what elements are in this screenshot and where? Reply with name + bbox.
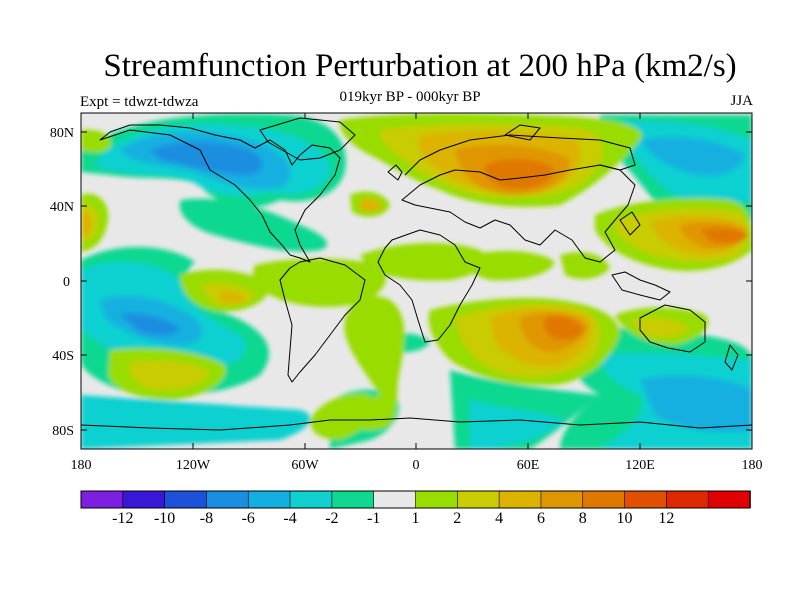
colorbar-label: -1	[367, 510, 380, 527]
lon-label: 60E	[517, 458, 540, 473]
lon-label: 120E	[625, 458, 655, 473]
lat-label: 0	[63, 275, 70, 290]
colorbar-box	[289, 490, 333, 509]
colorbar: -12 -10 -8 -6 -4 -2 -1 1 2 4 6 8 10 12	[80, 490, 751, 527]
colorbar-label: 12	[658, 510, 674, 527]
colorbar-box	[206, 490, 250, 509]
experiment-label: Expt = tdwzt-tdwza	[80, 94, 199, 110]
colorbar-box	[707, 490, 751, 509]
lat-label: 80N	[50, 126, 74, 141]
lat-label: 80S	[52, 424, 74, 439]
colorbar-label: -4	[283, 510, 296, 527]
colorbar-label: 10	[617, 510, 633, 527]
colorbar-frame	[80, 490, 751, 509]
plot-title: Streamfunction Perturbation at 200 hPa (…	[103, 48, 737, 84]
coastlines	[81, 117, 752, 431]
season-label: JJA	[730, 93, 753, 109]
colorbar-box	[331, 490, 375, 509]
lat-axis: 80N 40N 0 40S 80S	[50, 126, 752, 439]
colorbar-box	[373, 490, 417, 509]
colorbar-label: 8	[579, 510, 587, 527]
lon-axis: 180 120W 60W 0 60E 120E 180	[71, 113, 763, 473]
colorbar-box	[80, 490, 124, 509]
colorbar-label: 6	[537, 510, 545, 527]
colorbar-label: -6	[242, 510, 255, 527]
lon-label: 180	[71, 458, 92, 473]
colorbar-box	[122, 490, 166, 509]
lon-label: 60W	[291, 458, 319, 473]
colorbar-box	[498, 490, 542, 509]
lat-label: 40N	[50, 200, 74, 215]
plot-subtitle: 019kyr BP - 000kyr BP	[339, 89, 481, 105]
colorbar-box	[247, 490, 291, 509]
colorbar-label: -8	[200, 510, 213, 527]
colorbar-label: 4	[495, 510, 503, 527]
colorbar-box	[540, 490, 584, 509]
colorbar-box	[457, 490, 500, 509]
lat-label: 40S	[52, 349, 74, 364]
colorbar-box	[415, 490, 459, 509]
colorbar-box	[624, 490, 668, 509]
colorbar-label: -12	[112, 510, 133, 527]
lon-label: 120W	[176, 458, 211, 473]
colorbar-label: -2	[325, 510, 338, 527]
colorbar-box	[666, 490, 709, 509]
lon-label: 180	[742, 458, 763, 473]
colorbar-label: -10	[154, 510, 175, 527]
colorbar-box	[164, 490, 208, 509]
colorbar-label: 2	[453, 510, 461, 527]
colorbar-label: 1	[412, 510, 420, 527]
colorbar-boxes	[80, 490, 751, 509]
colorbar-labels: -12 -10 -8 -6 -4 -2 -1 1 2 4 6 8 10 12	[112, 510, 674, 527]
contour-field	[81, 113, 752, 449]
colorbar-box	[582, 490, 626, 509]
lon-label: 0	[413, 458, 420, 473]
